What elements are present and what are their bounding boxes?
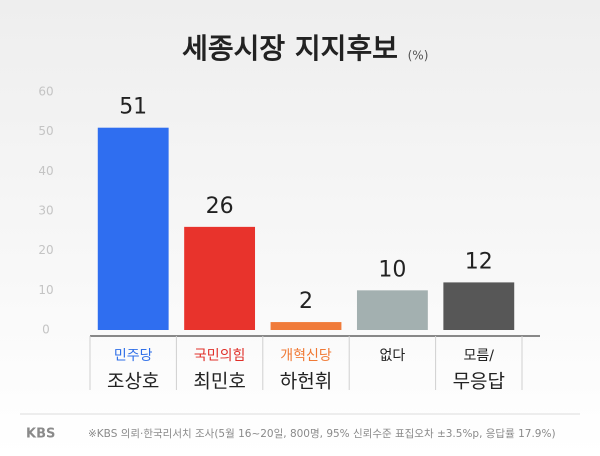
y-tick-label: 40: [38, 164, 53, 178]
x-tick-label: 개혁신당: [280, 348, 332, 364]
bar: [443, 282, 515, 330]
y-tick-label: 30: [38, 204, 53, 218]
y-tick-label: 50: [38, 124, 53, 138]
y-tick-label: 10: [38, 283, 53, 297]
y-tick-label: 20: [38, 243, 53, 257]
y-tick-label: 0: [42, 323, 50, 337]
y-tick-label: 60: [38, 85, 53, 99]
value-label: 51: [119, 95, 147, 120]
value-label: 12: [465, 249, 493, 274]
x-tick-label: 모름/: [464, 348, 495, 364]
bar: [97, 127, 169, 330]
value-label: 26: [206, 194, 234, 219]
logo: KBS: [26, 427, 55, 442]
x-tick-label: 하헌휘: [280, 371, 332, 393]
bar: [184, 226, 256, 330]
x-tick-label: 민주당: [114, 348, 153, 364]
value-label: 10: [378, 257, 406, 282]
source-note: ※KBS 의뢰·한국리서치 조사(5월 16~20일, 800명, 95% 신뢰…: [88, 427, 556, 440]
value-label: 2: [299, 289, 313, 314]
x-tick-label: 국민의힘: [194, 348, 246, 364]
unit-label: (%): [408, 49, 429, 63]
bar: [270, 322, 342, 330]
bar: [356, 290, 428, 330]
x-tick-label: 없다: [380, 348, 406, 364]
x-tick-label: 무응답: [453, 371, 505, 393]
chart-title: 세종시장 지지후보: [182, 32, 398, 65]
x-tick-label: 조상호: [107, 371, 159, 393]
x-tick-label: 최민호: [193, 371, 245, 393]
